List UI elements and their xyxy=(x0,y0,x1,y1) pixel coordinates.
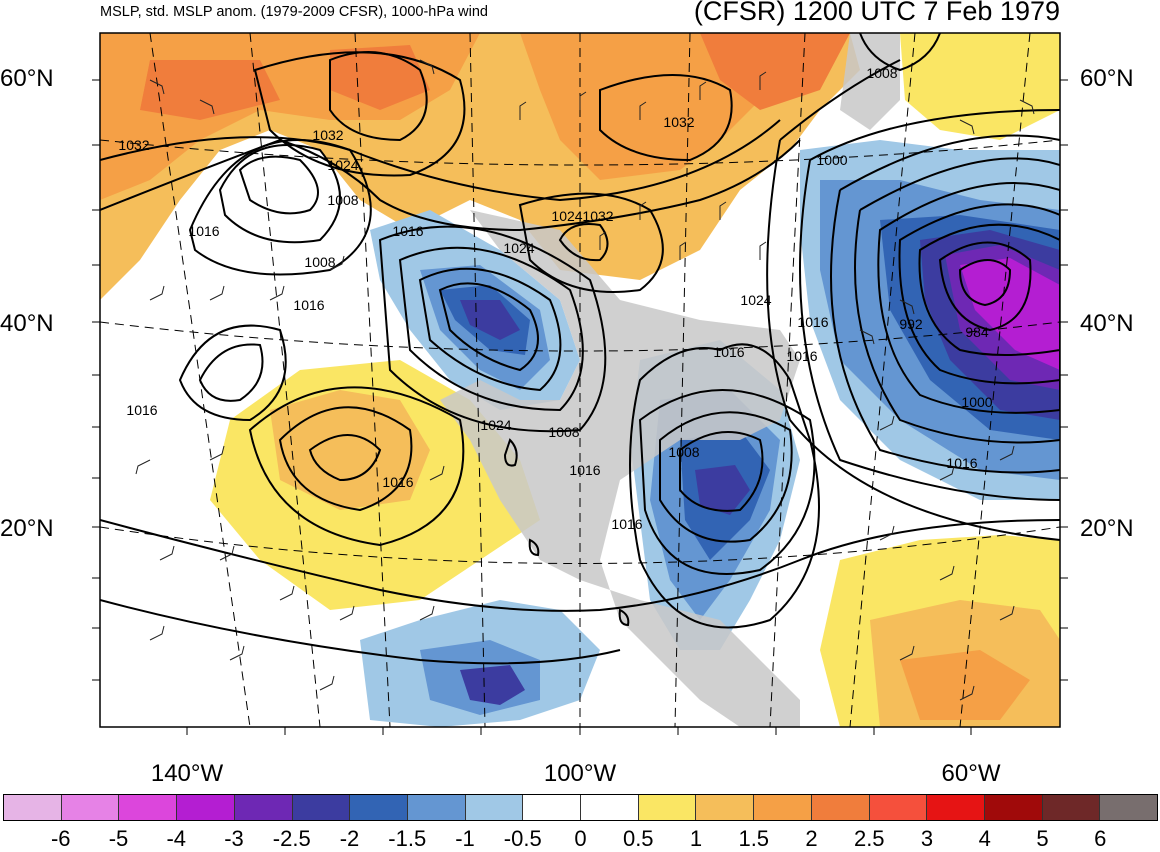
colorbar-cell xyxy=(1042,795,1101,820)
colorbar-cell xyxy=(4,795,62,820)
isobar-label: 1024 xyxy=(480,417,511,433)
isobars xyxy=(100,33,1060,665)
isobar-label: 1032 xyxy=(118,137,149,153)
colorbar-cell xyxy=(869,795,928,820)
isobar-label: 1032 xyxy=(582,208,613,224)
isobar-label: 1008 xyxy=(866,65,897,81)
isobar-label: 1008 xyxy=(304,254,335,270)
isobar-label: 1024 xyxy=(551,208,582,224)
colorbar-tick-label: 0.5 xyxy=(622,826,654,851)
isobar-label: 1008 xyxy=(327,192,358,208)
colorbar-cell xyxy=(696,795,755,820)
isobar-label: 1032 xyxy=(312,127,343,143)
isobar-label: 1016 xyxy=(797,314,828,330)
isobar-label: 1016 xyxy=(786,348,817,364)
colorbar-cell xyxy=(177,795,235,820)
colorbar-tick-label: 0 xyxy=(574,826,587,851)
colorbar-cell xyxy=(754,795,812,820)
colorbar-cell xyxy=(350,795,408,820)
colorbar-cell xyxy=(1100,795,1158,820)
isobar-label: 1032 xyxy=(663,114,694,130)
colorbar-cell xyxy=(523,795,582,820)
isobar-label: 1024 xyxy=(740,292,771,308)
lat-label-20n-right: 20°N xyxy=(1080,515,1134,542)
isobar-label: 1008 xyxy=(668,444,699,460)
colorbar-cell xyxy=(811,795,870,820)
lat-label-60n-left: 60°N xyxy=(0,65,54,92)
colorbar-tick-label: 2 xyxy=(805,826,818,851)
isobar-label: 1016 xyxy=(293,297,324,313)
isobar-label: 1016 xyxy=(611,516,642,532)
colorbar-tick-label: 5 xyxy=(1036,826,1049,851)
colorbar-tick-label: 2.5 xyxy=(853,826,885,851)
colorbar-tick-label: 1 xyxy=(689,826,703,851)
colorbar-tick-label: -0.5 xyxy=(503,826,542,851)
colorbar-cell xyxy=(581,795,639,820)
colorbar-cell xyxy=(927,795,985,820)
map-title-left: MSLP, std. MSLP anom. (1979-2009 CFSR), … xyxy=(100,4,488,20)
isobar-label: 1000 xyxy=(961,394,992,410)
isobar-label: 1024 xyxy=(327,157,358,173)
axis-ticks xyxy=(92,79,1068,735)
isobar-label: 1016 xyxy=(392,223,423,239)
isobar-label: 1016 xyxy=(946,455,977,471)
wind-barbs xyxy=(135,59,1035,701)
lat-label-40n-right: 40°N xyxy=(1080,310,1134,337)
colorbar-cell xyxy=(61,795,120,820)
isobar-label: 1016 xyxy=(188,223,219,239)
lon-label-100w: 100°W xyxy=(543,760,617,787)
graticule xyxy=(100,33,1060,727)
isobar-label: 992 xyxy=(899,316,923,332)
colorbar-tick-label: 6 xyxy=(1094,826,1107,851)
colorbar-cell xyxy=(292,795,351,820)
colorbar-cell xyxy=(465,795,524,820)
colorbar-tick-label: -6 xyxy=(50,826,71,851)
anomaly-shading xyxy=(100,33,1060,727)
colorbar-tick-label: 1.5 xyxy=(738,826,770,851)
isobar-label: 1016 xyxy=(382,474,413,490)
isobar-label: 1024 xyxy=(503,240,534,256)
colorbar-cell xyxy=(984,795,1043,820)
colorbar xyxy=(3,794,1158,821)
colorbar-tick-label: -3 xyxy=(224,826,244,851)
colorbar-tick-label: -2.5 xyxy=(272,826,311,851)
lon-label-140w: 140°W xyxy=(150,760,224,787)
colorbar-cell xyxy=(119,795,178,820)
colorbar-cell xyxy=(638,795,697,820)
isobar-label: 1008 xyxy=(548,424,579,440)
colorbar-tick-label: -1.5 xyxy=(388,826,427,851)
colorbar-cell xyxy=(234,795,293,820)
weather-map: 1032103210241008101610081016101610241016… xyxy=(92,32,1068,735)
colorbar-cell xyxy=(407,795,466,820)
colorbar-tick-label: -1 xyxy=(455,826,475,851)
lon-label-60w: 60°W xyxy=(941,760,1001,787)
colorbar-tick-label: -4 xyxy=(166,826,187,851)
lat-label-20n-left: 20°N xyxy=(0,515,54,542)
lat-label-40n-left: 40°N xyxy=(0,310,54,337)
map-title-right: (CFSR) 1200 UTC 7 Feb 1979 xyxy=(693,0,1060,26)
isobar-label: 984 xyxy=(965,324,989,340)
isobar-label: 1016 xyxy=(126,402,157,418)
lat-label-60n-right: 60°N xyxy=(1080,65,1134,92)
isobar-label: 1016 xyxy=(569,462,600,478)
isobar-label-layer: 1032103210241008101610081016101610241016… xyxy=(118,65,992,532)
colorbar-tick-label: 4 xyxy=(978,826,991,851)
colorbar-tick-label: -2 xyxy=(339,826,360,851)
colorbar-tick-label: -5 xyxy=(108,826,129,851)
colorbar-tick-label: 3 xyxy=(920,826,934,851)
isobar-label: 1000 xyxy=(816,152,847,168)
isobar-label: 1016 xyxy=(713,344,744,360)
